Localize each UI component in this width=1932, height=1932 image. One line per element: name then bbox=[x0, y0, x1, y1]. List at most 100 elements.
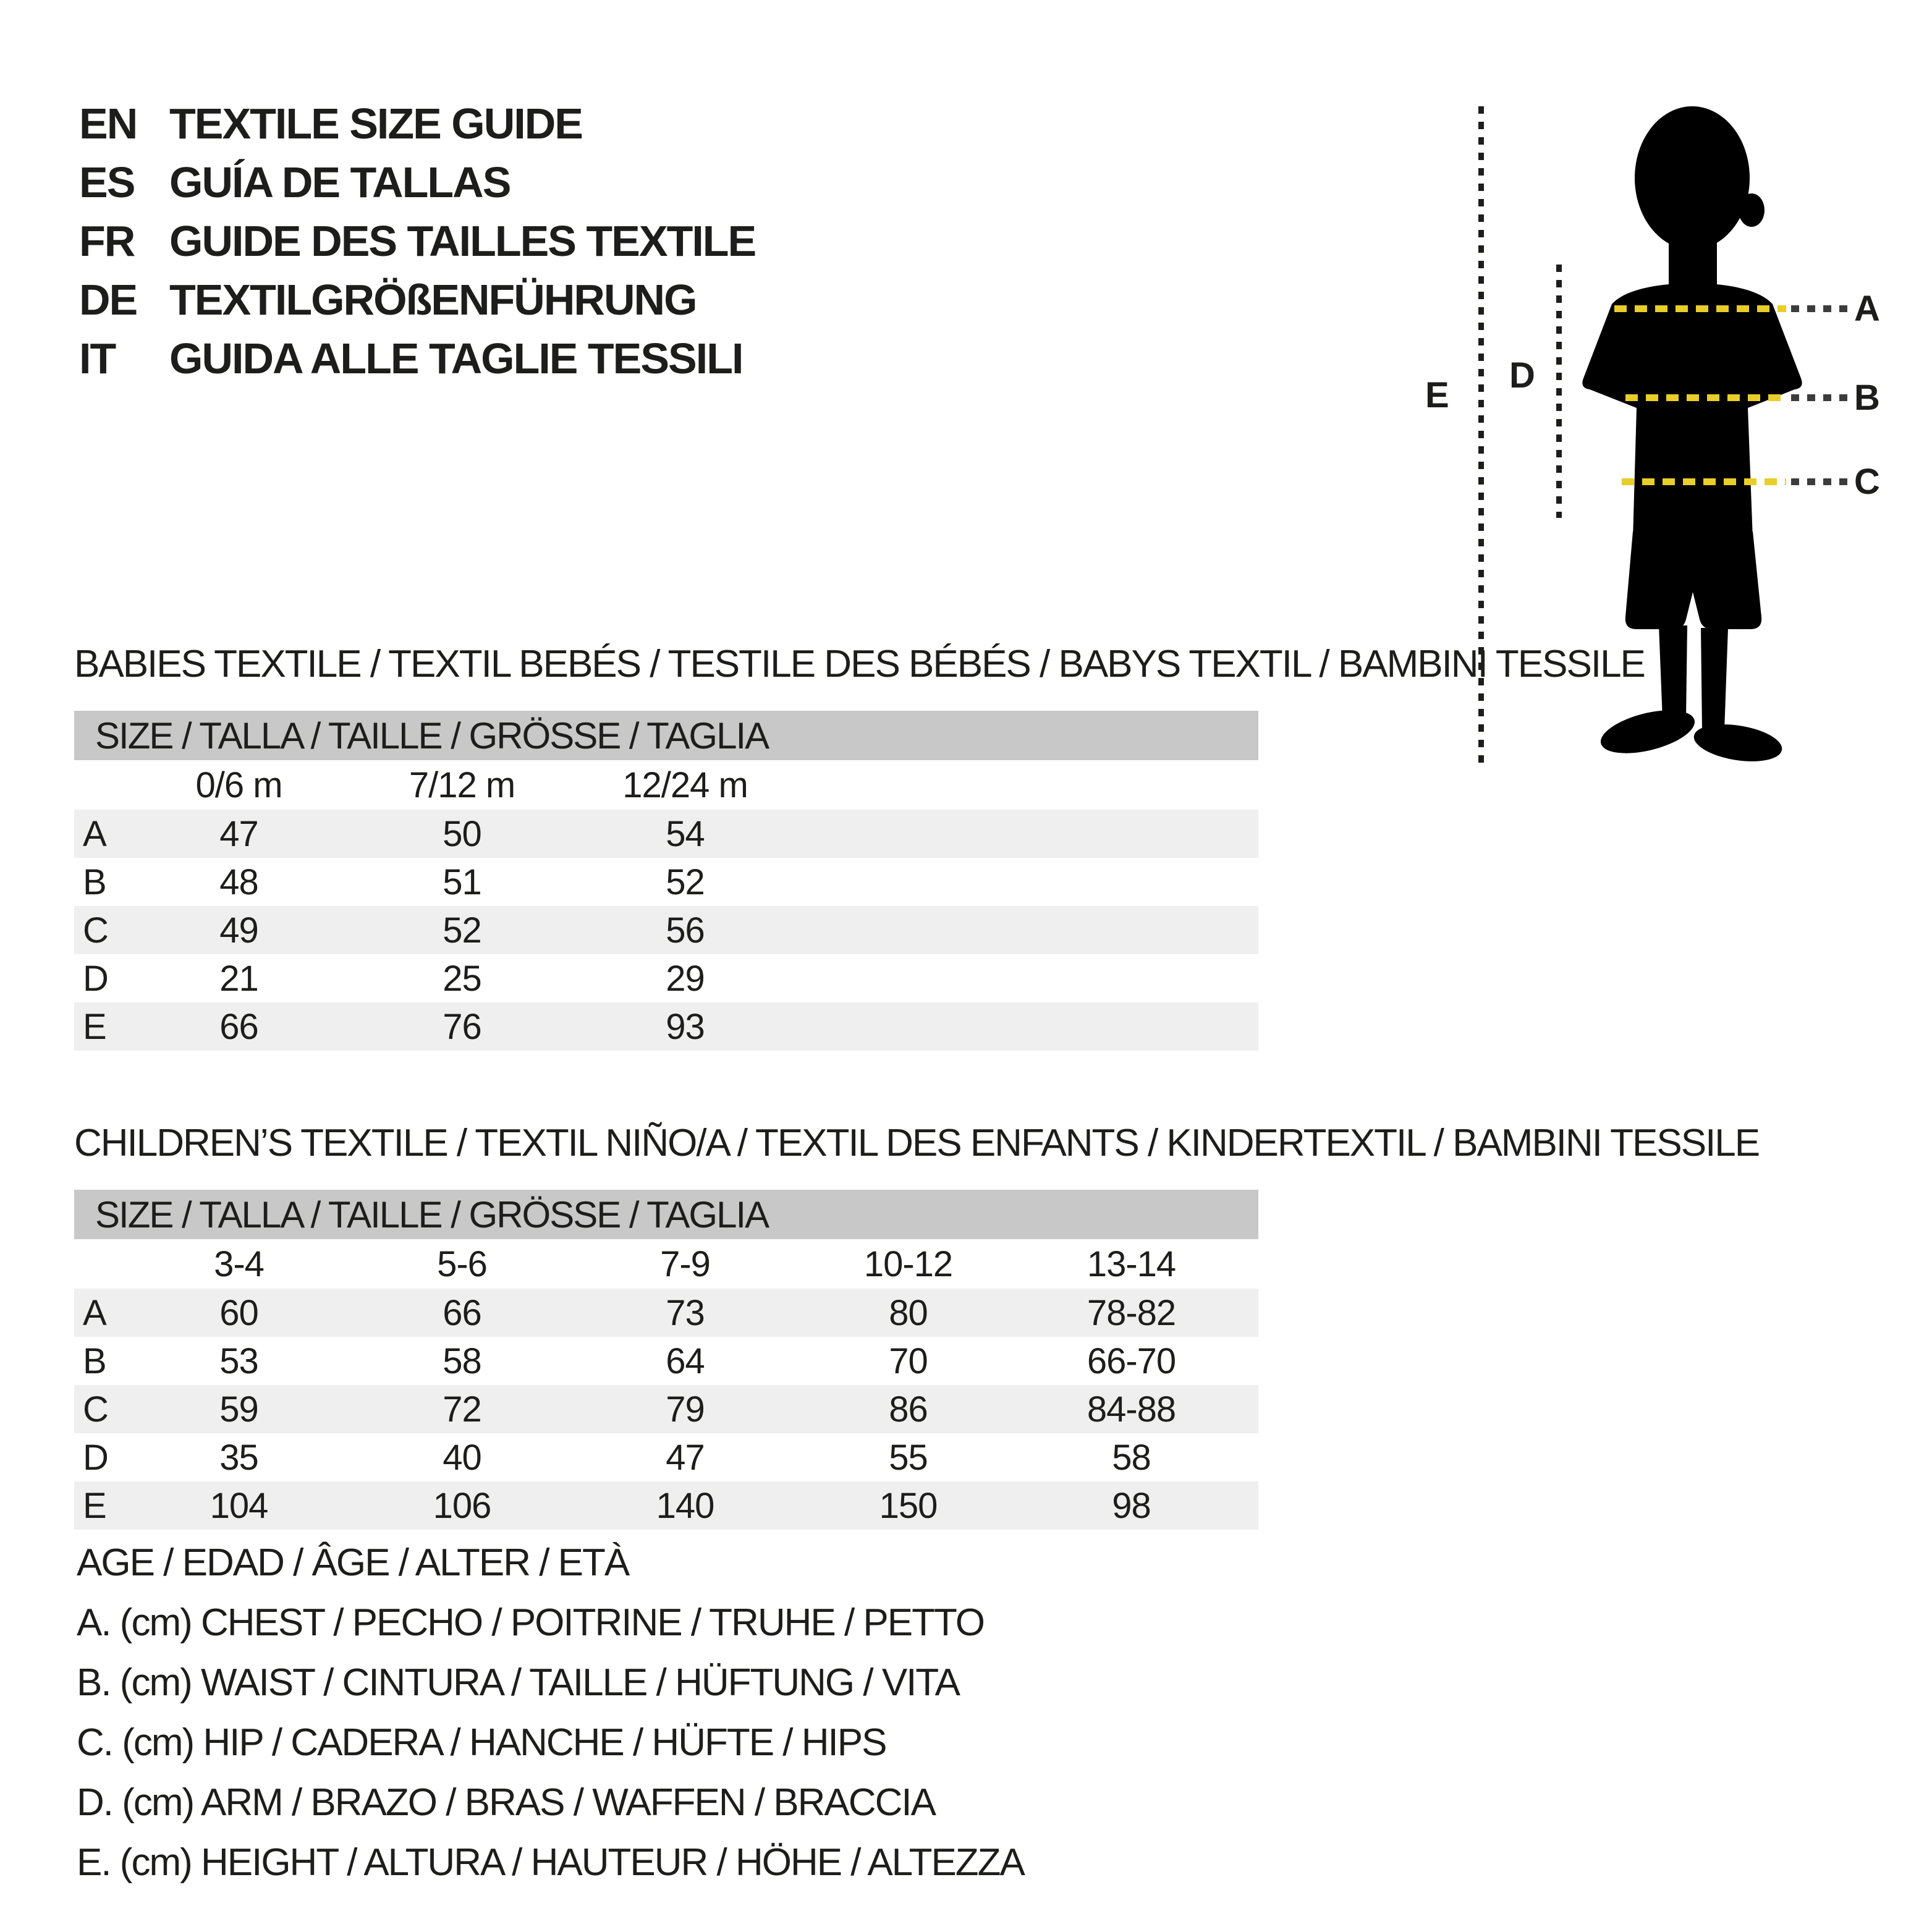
cell: 66-70 bbox=[1087, 1341, 1176, 1381]
table-row-a: A 60 66 73 80 78-82 bbox=[74, 1289, 1258, 1337]
legend-age: AGE / EDAD / ÂGE / ALTER / ETÀ bbox=[77, 1541, 630, 1584]
row-label: D bbox=[83, 1437, 109, 1478]
babies-column-headers: 0/6 m 7/12 m 12/24 m bbox=[74, 760, 1258, 810]
column-header: 0/6 m bbox=[195, 765, 282, 805]
row-label: E bbox=[83, 1485, 107, 1526]
figure-label-d: D bbox=[1509, 355, 1535, 396]
cell: 56 bbox=[666, 910, 705, 951]
language-row-de: DE TEXTILGRÖßENFÜHRUNG bbox=[79, 270, 755, 329]
column-header: 7-9 bbox=[660, 1244, 711, 1284]
babies-table-title: BABIES TEXTILE / TEXTIL BEBÉS / TESTILE … bbox=[74, 643, 1646, 685]
chest-measure-leader-a bbox=[1791, 305, 1853, 312]
table-row-b: B 53 58 64 70 66-70 bbox=[74, 1337, 1258, 1385]
cell: 93 bbox=[666, 1006, 705, 1047]
cell: 64 bbox=[666, 1341, 705, 1381]
waist-measure-leader-b bbox=[1791, 394, 1853, 401]
cell: 48 bbox=[219, 862, 259, 902]
legend-hip: C. (cm) HIP / CADERA / HANCHE / HÜFTE / … bbox=[77, 1721, 887, 1764]
cell: 80 bbox=[889, 1292, 928, 1333]
cell: 40 bbox=[443, 1437, 482, 1478]
cell: 58 bbox=[443, 1341, 482, 1381]
children-size-table: CHILDREN’S TEXTILE / TEXTIL NIÑO/A / TEX… bbox=[74, 1122, 1760, 1530]
row-label: B bbox=[83, 1341, 107, 1381]
cell: 55 bbox=[889, 1437, 928, 1478]
column-header: 13-14 bbox=[1087, 1244, 1176, 1284]
row-label: D bbox=[83, 958, 109, 999]
row-label: A bbox=[83, 1292, 107, 1333]
row-label: A bbox=[83, 813, 107, 854]
babies-size-table: BABIES TEXTILE / TEXTIL BEBÉS / TESTILE … bbox=[74, 643, 1646, 1051]
language-title: TEXTILE SIZE GUIDE bbox=[169, 99, 583, 148]
cell: 66 bbox=[219, 1006, 259, 1047]
child-silhouette-icon bbox=[1582, 106, 1802, 761]
babies-size-header-band: SIZE / TALLA / TAILLE / GRÖSSE / TAGLIA bbox=[74, 711, 1258, 760]
table-row-c: C 49 52 56 bbox=[74, 906, 1258, 954]
cell: 140 bbox=[656, 1485, 715, 1526]
children-size-header-band: SIZE / TALLA / TAILLE / GRÖSSE / TAGLIA bbox=[74, 1190, 1258, 1239]
figure-label-a: A bbox=[1854, 289, 1880, 329]
cell: 70 bbox=[889, 1341, 928, 1381]
language-title: TEXTILGRÖßENFÜHRUNG bbox=[169, 275, 698, 324]
cell: 50 bbox=[443, 813, 482, 854]
column-header: 10-12 bbox=[863, 1244, 953, 1284]
column-header: 3-4 bbox=[214, 1244, 265, 1284]
cell: 54 bbox=[666, 813, 705, 854]
cell: 29 bbox=[666, 958, 705, 999]
legend-chest: A. (cm) CHEST / PECHO / POITRINE / TRUHE… bbox=[77, 1601, 985, 1644]
table-row-c: C 59 72 79 86 84-88 bbox=[74, 1385, 1258, 1433]
cell: 25 bbox=[443, 958, 482, 999]
table-row-d: D 35 40 47 55 58 bbox=[74, 1433, 1258, 1481]
cell: 52 bbox=[443, 910, 482, 951]
column-header: 7/12 m bbox=[409, 765, 515, 805]
legend-waist: B. (cm) WAIST / CINTURA / TAILLE / HÜFTU… bbox=[77, 1661, 960, 1704]
language-code: EN bbox=[79, 99, 138, 148]
cell: 72 bbox=[443, 1389, 482, 1430]
cell: 58 bbox=[1112, 1437, 1151, 1478]
language-row-en: EN TEXTILE SIZE GUIDE bbox=[79, 94, 755, 153]
table-row-e: E 66 76 93 bbox=[74, 1002, 1258, 1051]
language-code: FR bbox=[79, 216, 135, 265]
table-row-e: E 104 106 140 150 98 bbox=[74, 1481, 1258, 1530]
children-table-title: CHILDREN’S TEXTILE / TEXTIL NIÑO/A / TEX… bbox=[74, 1122, 1760, 1164]
language-title-list: EN TEXTILE SIZE GUIDE ES GUÍA DE TALLAS … bbox=[79, 94, 756, 388]
hip-measure-line-c bbox=[1622, 478, 1786, 485]
row-label: B bbox=[83, 862, 107, 902]
cell: 47 bbox=[666, 1437, 705, 1478]
cell: 106 bbox=[433, 1485, 492, 1526]
language-title: GUIDE DES TAILLES TEXTILE bbox=[169, 216, 756, 265]
row-label: C bbox=[83, 910, 109, 951]
row-label: E bbox=[83, 1006, 107, 1047]
measurement-legend: AGE / EDAD / ÂGE / ALTER / ETÀ A. (cm) C… bbox=[77, 1533, 1025, 1892]
height-measure-line-e bbox=[1478, 106, 1484, 763]
cell: 79 bbox=[666, 1389, 705, 1430]
cell: 84-88 bbox=[1087, 1389, 1176, 1430]
cell: 104 bbox=[210, 1485, 269, 1526]
cell: 60 bbox=[219, 1292, 259, 1333]
row-label: C bbox=[83, 1389, 109, 1430]
language-title: GUIDA ALLE TAGLIE TESSILI bbox=[169, 334, 744, 383]
figure-label-e: E bbox=[1425, 375, 1449, 415]
cell: 78-82 bbox=[1087, 1292, 1176, 1333]
cell: 35 bbox=[219, 1437, 259, 1478]
cell: 66 bbox=[443, 1292, 482, 1333]
figure-label-c: C bbox=[1854, 462, 1880, 502]
cell: 86 bbox=[889, 1389, 928, 1430]
table-row-d: D 21 25 29 bbox=[74, 954, 1258, 1002]
cell: 51 bbox=[443, 862, 482, 902]
cell: 150 bbox=[879, 1485, 938, 1526]
hip-measure-leader-c bbox=[1791, 478, 1853, 485]
cell: 73 bbox=[666, 1292, 705, 1333]
children-column-headers: 3-4 5-6 7-9 10-12 13-14 bbox=[74, 1239, 1258, 1289]
cell: 21 bbox=[219, 958, 259, 999]
language-title: GUÍA DE TALLAS bbox=[169, 158, 511, 206]
cell: 53 bbox=[219, 1341, 259, 1381]
language-code: ES bbox=[79, 158, 135, 206]
cell: 76 bbox=[443, 1006, 482, 1047]
cell: 52 bbox=[666, 862, 705, 902]
arm-measure-line-d bbox=[1556, 265, 1562, 518]
language-row-it: IT GUIDA ALLE TAGLIE TESSILI bbox=[79, 329, 755, 388]
cell: 59 bbox=[219, 1389, 259, 1430]
cell: 49 bbox=[219, 910, 259, 951]
language-code: DE bbox=[79, 275, 138, 324]
chest-measure-line-a bbox=[1614, 305, 1786, 312]
